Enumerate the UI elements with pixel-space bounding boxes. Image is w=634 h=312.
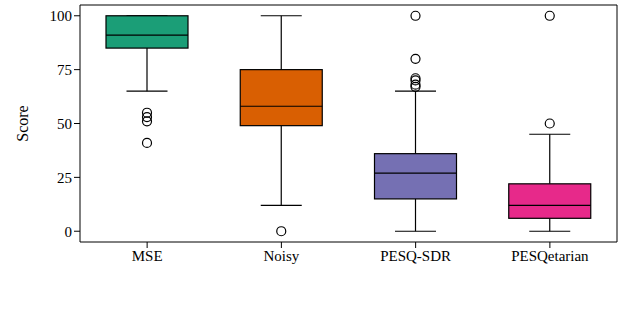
- svg-text:PESQetarian: PESQetarian: [511, 248, 589, 264]
- svg-text:100: 100: [50, 8, 73, 24]
- svg-text:MSE: MSE: [132, 248, 163, 264]
- svg-text:PESQ-SDR: PESQ-SDR: [380, 248, 451, 264]
- svg-text:50: 50: [57, 116, 72, 132]
- svg-text:Score: Score: [14, 105, 31, 141]
- svg-text:75: 75: [57, 62, 72, 78]
- svg-text:0: 0: [65, 224, 73, 240]
- svg-text:Noisy: Noisy: [263, 248, 299, 264]
- svg-text:25: 25: [57, 170, 72, 186]
